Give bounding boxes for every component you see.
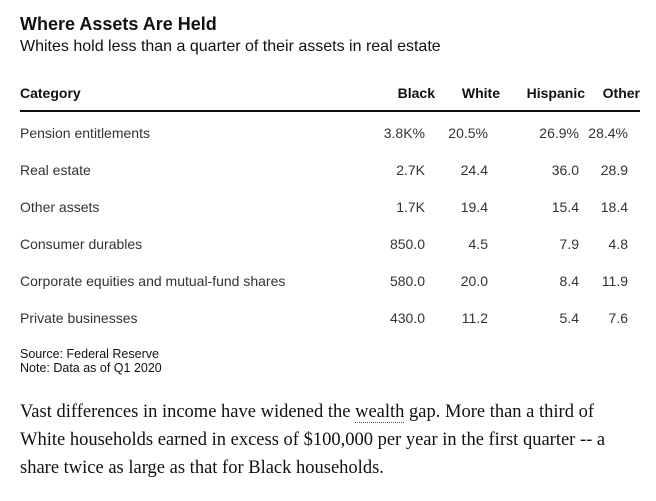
cell-hispanic: 15.4 [551, 198, 579, 215]
table-row: Corporate equities and mutual-fund share… [20, 262, 640, 299]
row-category: Other assets [20, 198, 100, 215]
column-header-hispanic: Hispanic [500, 80, 585, 112]
cell-hispanic: 36.0 [551, 161, 579, 178]
row-category: Pension entitlements [20, 124, 150, 141]
cell-white: 4.5 [468, 235, 488, 252]
cell-other: 28.9 [600, 161, 628, 178]
cell-other: 7.6 [608, 309, 628, 326]
cell-black: 1.7K [396, 198, 425, 215]
cell-black: 580.0 [389, 272, 425, 289]
table-header-row: Category Black White Hispanic Other [20, 80, 640, 112]
cell-hispanic: 5.4 [559, 309, 579, 326]
article-text-end: gap. More than a third of White househol… [20, 402, 606, 478]
cell-other: 28.4% [588, 124, 628, 141]
cell-black: 430.0 [389, 309, 425, 326]
cell-white: 19.4 [460, 198, 488, 215]
chart-container: Where Assets Are Held Whites hold less t… [20, 13, 640, 375]
table-row: Consumer durables 850.0 4.5 7.9 4.8 [20, 225, 640, 262]
cell-hispanic: 8.4 [559, 272, 579, 289]
cell-black: 2.7K [396, 161, 425, 178]
row-category: Consumer durables [20, 235, 143, 252]
cell-white: 20.5% [448, 124, 488, 141]
chart-subtitle: Whites hold less than a quarter of their… [20, 38, 441, 55]
column-header-black: Black [370, 80, 435, 112]
cell-white: 24.4 [460, 161, 488, 178]
source-note: Source: Federal Reserve [20, 347, 159, 361]
cell-other: 18.4 [600, 198, 628, 215]
cell-white: 11.2 [461, 309, 488, 326]
row-category: Corporate equities and mutual-fund share… [20, 272, 286, 289]
cell-other: 11.9 [601, 272, 628, 289]
cell-white: 20.0 [460, 272, 488, 289]
article-text-start: Vast differences in income have widened … [20, 402, 356, 422]
data-note: Note: Data as of Q1 2020 [20, 361, 162, 375]
table-row: Private businesses 430.0 11.2 5.4 7.6 [20, 299, 640, 336]
cell-hispanic: 26.9% [539, 124, 579, 141]
row-category: Private businesses [20, 309, 138, 326]
column-header-other: Other [585, 80, 640, 112]
wealth-link[interactable]: wealth [355, 402, 405, 423]
data-table: Category Black White Hispanic Other Pens… [20, 80, 640, 336]
chart-notes: Source: Federal Reserve Note: Data as of… [20, 347, 640, 375]
table-row: Pension entitlements 3.8K% 20.5% 26.9% 2… [20, 111, 640, 151]
column-header-category: Category [20, 80, 370, 112]
cell-black: 850.0 [389, 235, 425, 252]
cell-black: 3.8K% [383, 124, 425, 141]
article-paragraph: Vast differences in income have widened … [20, 398, 640, 482]
table-row: Real estate 2.7K 24.4 36.0 28.9 [20, 151, 640, 188]
column-header-white: White [435, 80, 500, 112]
row-category: Real estate [20, 161, 91, 178]
chart-title: Where Assets Are Held [20, 14, 217, 34]
cell-hispanic: 7.9 [559, 235, 579, 252]
table-row: Other assets 1.7K 19.4 15.4 18.4 [20, 188, 640, 225]
cell-other: 4.8 [608, 235, 628, 252]
